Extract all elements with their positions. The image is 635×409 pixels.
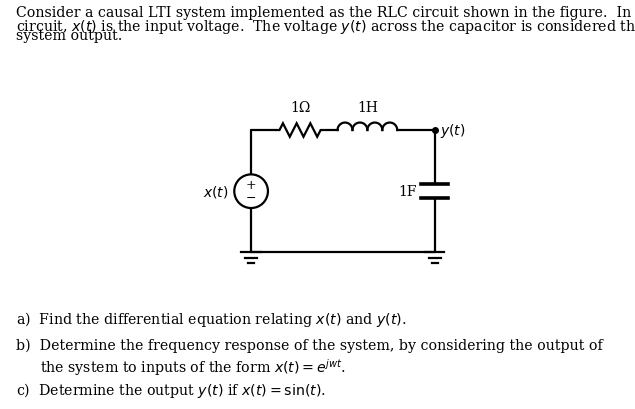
Text: −: −	[246, 192, 257, 204]
Text: system output.: system output.	[16, 29, 123, 43]
Text: a)  Find the differential equation relating $x(t)$ and $y(t)$.: a) Find the differential equation relati…	[16, 309, 406, 328]
Text: 1H: 1H	[357, 101, 378, 115]
Text: c)  Determine the output $y(t)$ if $x(t) = \sin(t)$.: c) Determine the output $y(t)$ if $x(t) …	[16, 380, 326, 399]
Text: circuit, $x(t)$ is the input voltage.  The voltage $y(t)$ across the capacitor i: circuit, $x(t)$ is the input voltage. Th…	[16, 18, 635, 36]
Text: Consider a causal LTI system implemented as the RLC circuit shown in the figure.: Consider a causal LTI system implemented…	[16, 6, 635, 20]
Text: $y(t)$: $y(t)$	[440, 122, 466, 140]
Text: the system to inputs of the form $x(t) = e^{jwt}$.: the system to inputs of the form $x(t) =…	[40, 356, 346, 377]
Text: b)  Determine the frequency response of the system, by considering the output of: b) Determine the frequency response of t…	[16, 337, 603, 352]
Text: 1F: 1F	[398, 185, 417, 199]
Text: 1Ω: 1Ω	[290, 101, 311, 115]
Text: +: +	[246, 179, 257, 192]
Text: $x(t)$: $x(t)$	[203, 184, 229, 200]
